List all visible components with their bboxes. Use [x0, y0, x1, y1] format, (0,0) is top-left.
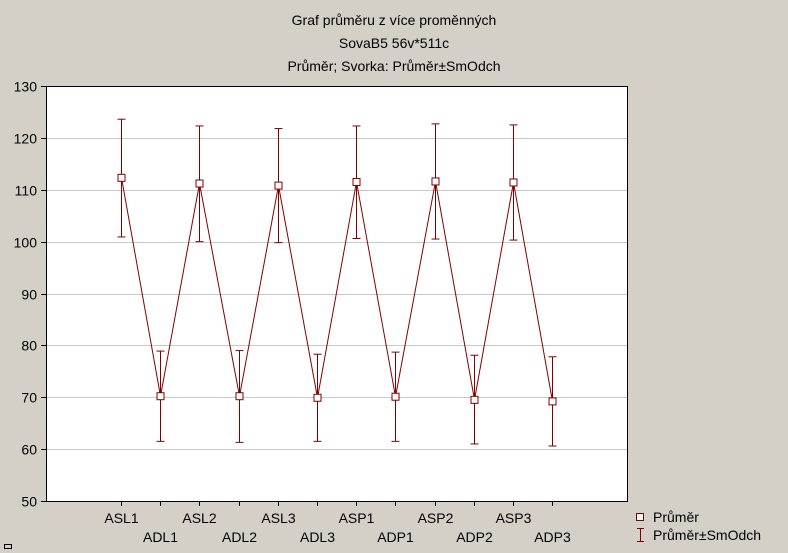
data-point — [235, 392, 244, 401]
plot-frame — [46, 86, 628, 502]
x-tick-label: ADP3 — [534, 529, 571, 545]
data-point — [195, 179, 204, 188]
y-tick-label: 130 — [14, 79, 38, 95]
y-tick-label: 70 — [21, 390, 37, 406]
chart-titles: Graf průměru z více proměnných SovaB5 56v… — [287, 12, 500, 74]
data-point — [274, 181, 283, 190]
corner-marker — [4, 544, 12, 549]
data-point — [313, 393, 322, 402]
x-tick-label: ADL1 — [143, 529, 178, 545]
data-point — [509, 178, 518, 187]
y-tick-label: 60 — [21, 442, 37, 458]
y-tick-label: 90 — [21, 287, 37, 303]
x-tick-label: ASL2 — [182, 510, 216, 526]
data-point — [431, 177, 440, 186]
corner-box — [4, 544, 12, 549]
chart-title-line: Graf průměru z více proměnných — [292, 12, 497, 28]
data-point — [352, 177, 361, 186]
x-tick-label: ASP2 — [418, 510, 454, 526]
x-tick-label: ADP2 — [456, 529, 493, 545]
x-tick-label: ASL3 — [261, 510, 295, 526]
data-point — [470, 395, 479, 404]
data-point — [156, 392, 165, 401]
series-line — [121, 177, 553, 402]
y-tick-label: 120 — [14, 131, 38, 147]
chart-title-line: Průměr; Svorka: Průměr±SmOdch — [287, 58, 500, 74]
y-tick-label: 100 — [14, 235, 38, 251]
y-tick-label: 80 — [21, 338, 37, 354]
legend: Průměr Průměr±SmOdch — [636, 509, 761, 543]
x-tick-label: ASP3 — [496, 510, 532, 526]
x-tick-label: ASL1 — [104, 510, 138, 526]
y-tick-label: 110 — [15, 183, 38, 199]
x-tick-label: ASP1 — [339, 510, 375, 526]
legend-marker-mean — [636, 513, 644, 521]
legend-label-errorbar: Průměr±SmOdch — [653, 527, 761, 543]
series-mean — [117, 173, 557, 406]
y-tick-label: 50 — [21, 494, 37, 510]
x-tick-label: ADL3 — [300, 529, 335, 545]
data-point — [548, 397, 557, 406]
x-tick-label: ADL2 — [222, 529, 257, 545]
data-point — [391, 392, 400, 401]
y-axis: 50 60 70 80 90 100 110 120 130 — [14, 79, 46, 510]
chart-title-line: SovaB5 56v*511c — [339, 35, 449, 51]
data-point — [117, 173, 126, 182]
legend-label-mean: Průměr — [653, 509, 699, 525]
x-tick-label: ADP1 — [377, 529, 414, 545]
